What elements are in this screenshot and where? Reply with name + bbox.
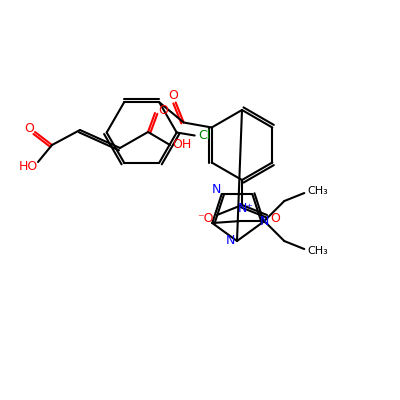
Text: N⁺: N⁺ bbox=[238, 202, 254, 216]
Text: N: N bbox=[212, 184, 222, 196]
Text: CH₃: CH₃ bbox=[307, 246, 328, 256]
Text: O: O bbox=[270, 212, 280, 224]
Text: O: O bbox=[158, 104, 168, 116]
Text: N: N bbox=[225, 234, 235, 248]
Text: Cl: Cl bbox=[198, 129, 211, 142]
Text: HO: HO bbox=[18, 160, 38, 172]
Text: O: O bbox=[168, 89, 178, 102]
Text: OH: OH bbox=[172, 138, 192, 152]
Text: CH₃: CH₃ bbox=[307, 186, 328, 196]
Text: ⁻O: ⁻O bbox=[197, 212, 213, 224]
Text: N: N bbox=[260, 214, 269, 228]
Text: O: O bbox=[24, 122, 34, 134]
